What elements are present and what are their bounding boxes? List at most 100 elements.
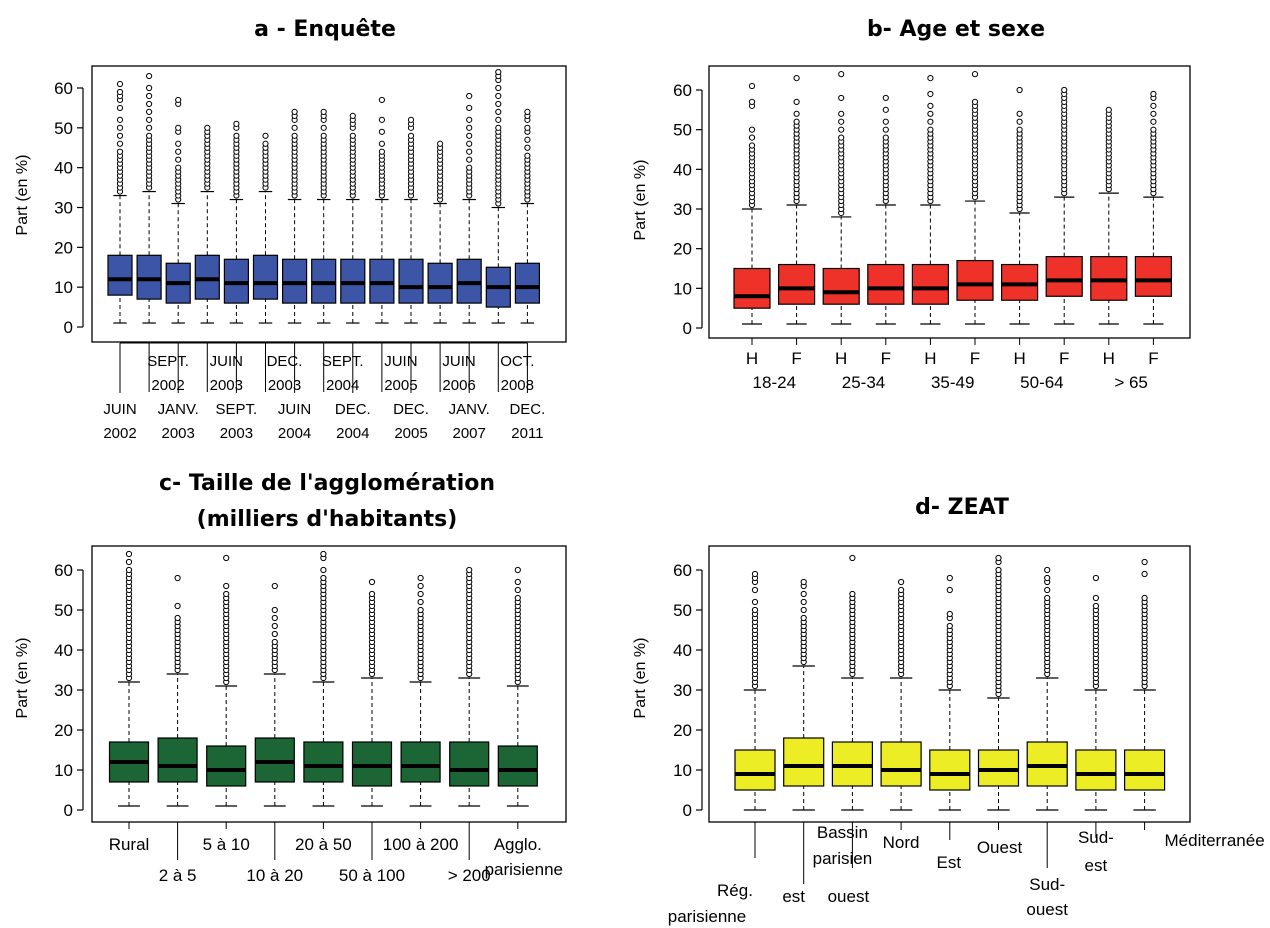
outlier-point bbox=[800, 606, 807, 614]
outlier-point bbox=[838, 71, 845, 78]
panel-a-box-12 bbox=[427, 140, 453, 324]
outlier-point bbox=[971, 71, 979, 78]
outlier-point bbox=[748, 98, 756, 106]
outlier-point bbox=[800, 614, 807, 622]
outlier-point bbox=[1092, 602, 1100, 610]
outlier-point bbox=[320, 108, 327, 116]
outlier-point bbox=[175, 124, 182, 131]
x-tick-label: JUIN bbox=[103, 401, 136, 418]
panel-d: d- ZEAT Part (en %) 0 10 20 30 40 50 60 Rég. par… bbox=[632, 495, 1265, 926]
panel-a-y-tick-label: 10 bbox=[54, 278, 73, 297]
panel-a-y-tick-label: 0 bbox=[64, 318, 73, 337]
outlier-point bbox=[262, 140, 269, 147]
x-tick-label: DEC. bbox=[335, 401, 371, 418]
outlier-point bbox=[1150, 102, 1157, 109]
x-tick-label: JUIN bbox=[442, 353, 475, 370]
x-tick-label: H bbox=[1013, 349, 1025, 368]
x-tick-label: est bbox=[782, 887, 805, 906]
outlier-point bbox=[146, 124, 153, 131]
panel-a-box-3 bbox=[165, 96, 191, 324]
panel-a-box-1 bbox=[107, 80, 133, 324]
outlier-point bbox=[125, 558, 133, 566]
panel-c-box-2 bbox=[157, 574, 198, 807]
x-tick-label: Agglo. bbox=[494, 835, 542, 854]
outlier-point bbox=[800, 578, 807, 586]
panel-a-box-15 bbox=[514, 108, 541, 324]
x-tick-label: F bbox=[1148, 349, 1158, 368]
outlier-point bbox=[849, 554, 856, 562]
panel-d-y-tick-label: 40 bbox=[673, 641, 692, 660]
x-tick-label: JUIN bbox=[384, 353, 417, 370]
outlier-point bbox=[495, 68, 502, 76]
panel-b-y-tick-label: 30 bbox=[673, 200, 692, 219]
box-body bbox=[733, 267, 771, 309]
outlier-point bbox=[437, 140, 444, 147]
outlier-point bbox=[125, 566, 133, 574]
panel-c-y-tick-label: 40 bbox=[54, 641, 73, 660]
outlier-point bbox=[495, 108, 502, 116]
outlier-point bbox=[407, 132, 415, 139]
outlier-point bbox=[175, 164, 182, 171]
outlier-point bbox=[116, 140, 124, 147]
outlier-point bbox=[1044, 566, 1051, 574]
outlier-point bbox=[320, 550, 327, 558]
panel-c-subtitle: (milliers d'habitants) bbox=[197, 507, 458, 532]
panel-b-title: b- Age et sexe bbox=[867, 17, 1045, 42]
panel-b-y-tick-label: 10 bbox=[673, 279, 692, 298]
outlier-point bbox=[748, 134, 756, 141]
panel-a: a - Enquête Part (en %) 0 10 20 30 40 50 60 JUI… bbox=[14, 17, 567, 442]
x-tick-label: 2002 bbox=[103, 425, 136, 442]
x-tick-label: F bbox=[970, 349, 980, 368]
box-body bbox=[1123, 749, 1166, 791]
outlier-point bbox=[175, 156, 182, 163]
panel-b-box-6 bbox=[956, 71, 994, 325]
x-tick-label: Ouest bbox=[977, 838, 1023, 857]
x-tick-label: H bbox=[835, 349, 847, 368]
box-body bbox=[206, 745, 247, 787]
panel-b-box-2 bbox=[777, 75, 816, 325]
outlier-point bbox=[838, 94, 845, 102]
x-tick-label: OCT. bbox=[500, 353, 534, 370]
outlier-point bbox=[800, 590, 807, 598]
outlier-point bbox=[146, 92, 153, 100]
x-tick-label: parisienne bbox=[485, 860, 563, 879]
x-group-label: 50-64 bbox=[1020, 373, 1063, 392]
outlier-point bbox=[320, 124, 327, 131]
outlier-point bbox=[223, 590, 230, 598]
outlier-point bbox=[495, 100, 502, 108]
box-body bbox=[497, 745, 538, 787]
x-tick-label: 2004 bbox=[326, 377, 359, 394]
x-tick-label: Sud- bbox=[1078, 828, 1114, 847]
outlier-point bbox=[927, 126, 934, 133]
outlier-point bbox=[407, 116, 415, 123]
panel-d-box-5 bbox=[929, 574, 971, 811]
outlier-point bbox=[378, 96, 385, 104]
panel-c-y-tick-label: 60 bbox=[54, 561, 73, 580]
outlier-point bbox=[271, 638, 278, 646]
box-body bbox=[777, 263, 816, 305]
outlier-point bbox=[514, 578, 521, 586]
outlier-point bbox=[514, 594, 521, 602]
panel-d-y-tick-label: 0 bbox=[683, 801, 692, 820]
box-body bbox=[449, 741, 490, 787]
box-body bbox=[427, 262, 453, 304]
outlier-point bbox=[946, 574, 953, 582]
panel-b-box-10 bbox=[1134, 90, 1173, 325]
panel-d-y-tick-label: 60 bbox=[673, 561, 692, 580]
x-tick-label: JANV. bbox=[449, 401, 490, 418]
outlier-point bbox=[378, 128, 385, 135]
outlier-point bbox=[946, 586, 953, 594]
outlier-point bbox=[927, 75, 934, 82]
x-tick-label: 2005 bbox=[384, 377, 417, 394]
outlier-point bbox=[417, 574, 424, 582]
x-tick-label: parisienne bbox=[668, 907, 746, 926]
panel-d-ylabel: Part (en %) bbox=[632, 638, 649, 719]
panel-b-box-4 bbox=[867, 94, 905, 325]
outlier-point bbox=[223, 554, 230, 562]
outlier-point bbox=[466, 140, 473, 147]
x-tick-label: DEC. bbox=[509, 401, 545, 418]
outlier-point bbox=[495, 124, 502, 131]
outlier-point bbox=[927, 90, 934, 98]
outlier-point bbox=[320, 574, 327, 582]
x-tick-label: SEPT. bbox=[322, 353, 364, 370]
